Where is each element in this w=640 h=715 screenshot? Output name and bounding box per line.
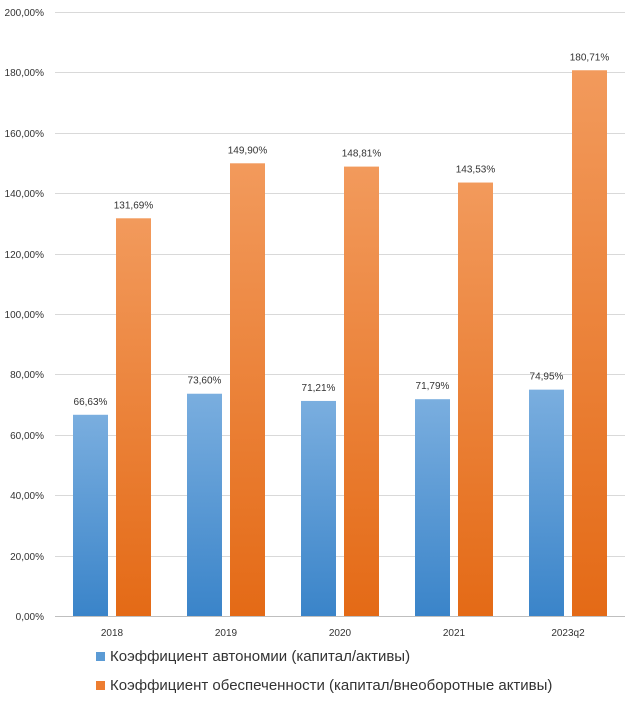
data-label-provision: 149,90% — [228, 145, 268, 156]
x-tick-label: 2020 — [329, 628, 352, 639]
y-tick-label: 120,00% — [5, 250, 45, 261]
bar-provision — [572, 70, 607, 616]
y-tick-label: 140,00% — [5, 189, 45, 200]
y-tick-label: 60,00% — [10, 431, 44, 442]
y-tick-label: 80,00% — [10, 370, 44, 381]
x-tick-label: 2023q2 — [551, 628, 585, 639]
bar-provision — [458, 182, 493, 616]
y-tick-label: 20,00% — [10, 552, 44, 563]
data-label-autonomy: 71,21% — [302, 383, 336, 394]
bars — [73, 70, 607, 616]
bar-autonomy — [529, 389, 564, 616]
data-label-provision: 148,81% — [342, 149, 382, 160]
x-tick-label: 2019 — [215, 628, 238, 639]
bar-provision — [116, 218, 151, 616]
legend-label-autonomy: Коэффициент автономии (капитал/активы) — [110, 648, 411, 665]
data-label-provision: 180,71% — [570, 52, 610, 63]
y-tick-label: 200,00% — [5, 8, 45, 19]
legend-item-provision: Коэффициент обеспеченности (капитал/внео… — [96, 677, 552, 694]
y-tick-label: 100,00% — [5, 310, 45, 321]
x-tick-label: 2018 — [101, 628, 124, 639]
legend-item-autonomy: Коэффициент автономии (капитал/активы) — [96, 648, 410, 665]
data-label-autonomy: 71,79% — [416, 381, 450, 392]
bar-autonomy — [73, 414, 108, 616]
y-tick-label: 160,00% — [5, 129, 45, 140]
legend-swatch-provision — [96, 680, 105, 690]
data-labels: 66,63% 131,69% 73,60% 149,90% 71,21% 148,81% 7… — [74, 52, 610, 408]
data-label-autonomy: 66,63% — [74, 397, 108, 408]
bar-autonomy — [301, 400, 336, 616]
bar-provision — [344, 166, 379, 616]
legend-label-provision: Коэффициент обеспеченности (капитал/внео… — [110, 677, 553, 694]
bar-autonomy — [187, 393, 222, 616]
y-tick-label: 180,00% — [5, 68, 45, 79]
data-label-provision: 131,69% — [114, 200, 154, 211]
data-label-autonomy: 73,60% — [188, 376, 222, 387]
bar-provision — [230, 163, 265, 616]
data-label-provision: 143,53% — [456, 165, 496, 176]
x-axis-ticks: 2018 2019 2020 2021 2023q2 — [101, 628, 585, 639]
y-axis-ticks: 0,00% 20,00% 40,00% 60,00% 80,00% 100,00% 120,… — [5, 8, 45, 623]
x-tick-label: 2021 — [443, 628, 466, 639]
y-tick-label: 0,00% — [16, 612, 44, 623]
bar-autonomy — [415, 399, 450, 616]
y-tick-label: 40,00% — [10, 491, 44, 502]
legend-swatch-autonomy — [96, 651, 105, 661]
data-label-autonomy: 74,95% — [530, 372, 564, 383]
